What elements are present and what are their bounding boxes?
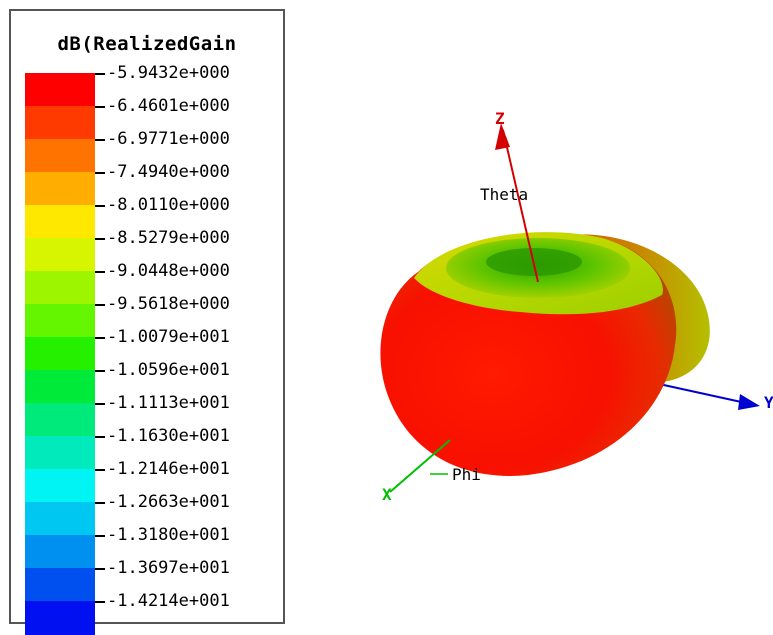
x-axis-label: X: [382, 485, 392, 504]
legend-tick: [95, 271, 105, 273]
legend-swatch: [25, 304, 95, 338]
legend-tick: [95, 106, 105, 108]
x-axis-line: [389, 439, 451, 493]
legend-swatch: [25, 106, 95, 140]
z-axis-line: [502, 129, 539, 283]
legend-swatch: [25, 502, 95, 536]
legend-tick: [95, 205, 105, 207]
legend-level-label: -8.0110e+000: [107, 195, 230, 215]
legend-tick: [95, 337, 105, 339]
legend-tick: [95, 73, 105, 75]
legend-swatch: [25, 568, 95, 602]
legend-title: dB(RealizedGain: [57, 33, 237, 55]
legend-swatch: [25, 172, 95, 206]
legend-level-label: -7.4940e+000: [107, 162, 230, 182]
legend-level-label: -1.0596e+001: [107, 360, 230, 380]
legend-level-label: -6.9771e+000: [107, 129, 230, 149]
y-axis-label: Y: [764, 393, 773, 412]
legend-level-label: -9.0448e+000: [107, 261, 230, 281]
legend-level-label: -1.3697e+001: [107, 558, 230, 578]
legend-swatch: [25, 601, 95, 635]
legend-level-label: -8.5279e+000: [107, 228, 230, 248]
theta-label: Theta: [480, 185, 528, 204]
color-legend: dB(RealizedGain -5.9432e+000 -6.4601e+000…: [9, 9, 285, 635]
legend-swatch: [25, 337, 95, 371]
z-axis-label: Z: [495, 109, 505, 128]
pattern-canvas: Z Theta X Phi Y: [380, 109, 773, 504]
legend-tick: [95, 436, 105, 438]
y-axis-arrowhead: [738, 394, 760, 410]
legend-tick: [95, 601, 105, 603]
legend-level-label: -5.9432e+000: [107, 63, 230, 83]
legend-level-label: -1.2663e+001: [107, 492, 230, 512]
legend-tick: [95, 403, 105, 405]
legend-level-label: -1.1113e+001: [107, 393, 230, 413]
legend-tick: [95, 238, 105, 240]
legend-level-label: -1.1630e+001: [107, 426, 230, 446]
legend-swatch: [25, 271, 95, 305]
legend-swatch: [25, 436, 95, 470]
legend-tick: [95, 370, 105, 372]
radiation-pattern-3d: Z Theta X Phi Y: [290, 90, 773, 530]
legend-swatch: [25, 535, 95, 569]
legend-tick: [95, 502, 105, 504]
legend-level-label: -9.5618e+000: [107, 294, 230, 314]
legend-swatch: [25, 403, 95, 437]
legend-tick: [95, 535, 105, 537]
legend-swatch: [25, 73, 95, 107]
legend-tick: [95, 304, 105, 306]
legend-level-label: -1.0079e+001: [107, 327, 230, 347]
legend-swatch: [25, 238, 95, 272]
legend-tick: [95, 139, 105, 141]
y-axis-line: [649, 381, 756, 406]
legend-level-label: -6.4601e+000: [107, 96, 230, 116]
legend-level-label: -1.2146e+001: [107, 459, 230, 479]
phi-label: Phi: [452, 465, 481, 484]
legend-swatch: [25, 205, 95, 239]
legend-tick: [95, 469, 105, 471]
legend-swatch: [25, 370, 95, 404]
legend-level-label: -1.3180e+001: [107, 525, 230, 545]
legend-swatch: [25, 139, 95, 173]
legend-swatch: [25, 469, 95, 503]
legend-tick: [95, 568, 105, 570]
z-axis-arrowhead: [495, 123, 510, 150]
legend-tick: [95, 172, 105, 174]
legend-level-label: -1.4214e+001: [107, 591, 230, 611]
